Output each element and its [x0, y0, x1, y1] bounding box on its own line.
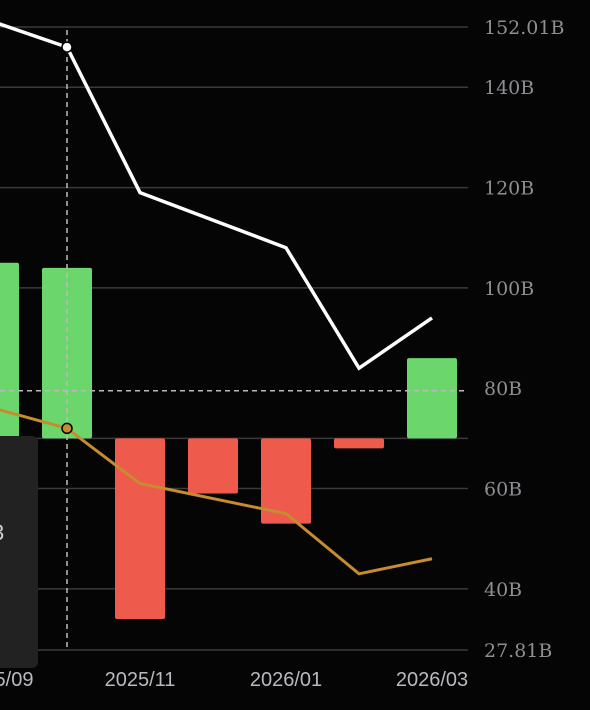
- y-tick-label: 100B: [484, 278, 534, 300]
- crosshair: [0, 30, 468, 650]
- bar-2026/02: [334, 438, 384, 449]
- y-axis-labels: 152.01B 140B 120B 100B 80B 60B 40B 27.81B: [484, 17, 564, 662]
- orange-line-marker: [61, 422, 73, 435]
- y-tick-label: 140B: [484, 77, 534, 99]
- bar-2025/12: [188, 438, 238, 494]
- tooltip-value: 3: [0, 520, 4, 546]
- bar-2025/09: [0, 262, 19, 439]
- y-tick-label: 80B: [484, 378, 522, 400]
- bars: [0, 262, 457, 619]
- x-tick-label: 2025/11: [105, 669, 176, 691]
- y-tick-label: 40B: [484, 579, 522, 601]
- series-lines: [0, 22, 433, 576]
- y-tick-label: 152.01B: [484, 17, 564, 39]
- x-tick-label: 2026/03: [396, 669, 468, 691]
- x-axis-labels: 5/09 2025/11 2026/01 2026/03: [0, 669, 468, 691]
- bar-2025/10: [42, 267, 92, 439]
- x-tick-label: 5/09: [0, 669, 33, 691]
- y-tick-label: 120B: [484, 178, 534, 200]
- y-tick-label: 27.81B: [484, 640, 552, 662]
- bar-2026/03: [407, 358, 457, 439]
- white-line: [0, 22, 433, 371]
- tooltip-panel: [0, 436, 38, 668]
- x-tick-label: 2026/01: [250, 669, 322, 691]
- bar-2026/01: [261, 438, 311, 524]
- y-tick-label: 60B: [484, 479, 522, 501]
- white-line-marker: [61, 41, 73, 53]
- orange-line: [0, 408, 433, 576]
- bar-2025/11: [115, 438, 165, 619]
